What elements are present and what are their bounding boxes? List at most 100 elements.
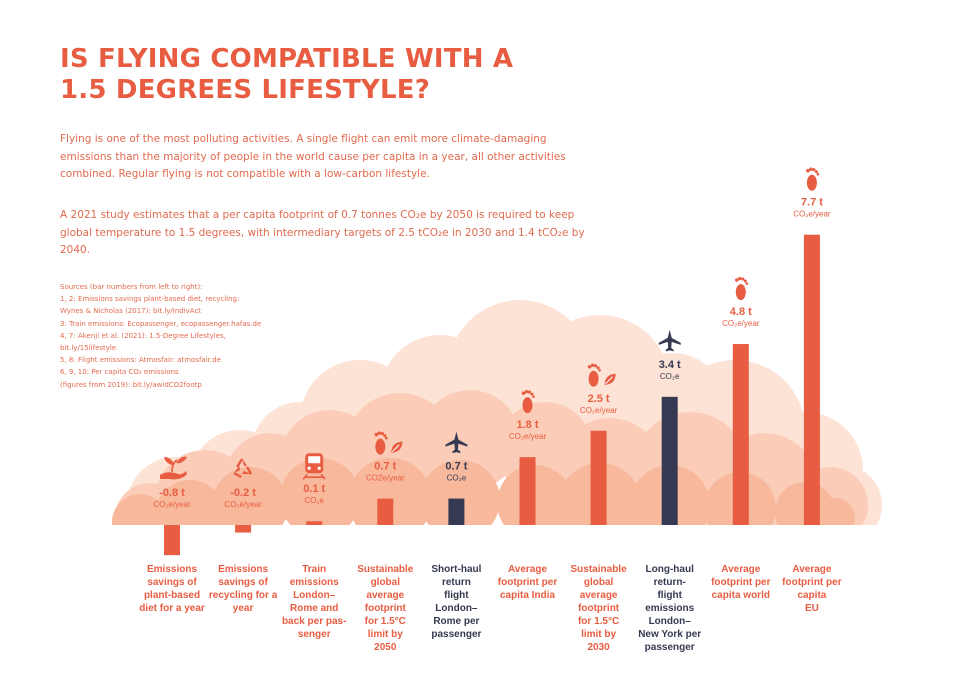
bar xyxy=(732,344,749,525)
bar xyxy=(235,525,252,533)
bar xyxy=(377,498,394,525)
category-label-line: London– xyxy=(649,616,692,627)
category-label-line: footprint per xyxy=(711,577,771,588)
category-label-line: 2050 xyxy=(374,642,397,653)
category-label-line: emissions xyxy=(645,603,694,614)
bar-value-label: 0.7 t xyxy=(445,461,467,473)
bar xyxy=(448,498,465,525)
category-label-line: EU xyxy=(805,603,819,614)
title-line: IS FLYING COMPATIBLE WITH A xyxy=(60,44,514,74)
title-line: 1.5 DEGREES LIFESTYLE? xyxy=(60,75,430,105)
bar-unit-label: CO₂e/year xyxy=(722,319,760,328)
category-label-line: Sustainable xyxy=(571,564,628,575)
paragraph-line: 2040. xyxy=(60,244,91,256)
category-label-line: Train xyxy=(302,564,326,575)
category-label-line: London– xyxy=(293,590,336,601)
bar-unit-label: CO₂e/year xyxy=(580,406,618,415)
category-label-line: capita India xyxy=(500,590,555,601)
category-label-line: limit by xyxy=(581,629,616,640)
paragraph-line: Flying is one of the most polluting acti… xyxy=(60,133,547,145)
category-label-line: Emissions xyxy=(147,564,197,575)
bar-value-label: -0.2 t xyxy=(230,487,256,499)
category-label-line: passenger xyxy=(431,629,481,640)
category-label-line: limit by xyxy=(368,629,403,640)
bar-value-label: 3.4 t xyxy=(659,359,681,371)
train-icon xyxy=(302,453,326,480)
category-label-line: senger xyxy=(298,629,331,640)
category-label-line: passenger xyxy=(645,642,695,653)
category-label-line: Long-haul xyxy=(646,564,695,575)
category-label-line: average xyxy=(366,590,404,601)
category-label-line: Rome per xyxy=(433,616,479,627)
category-label-line: savings of xyxy=(147,577,197,588)
bar-value-label: 0.7 t xyxy=(374,461,396,473)
category-label-line: footprint per xyxy=(782,577,842,588)
category-label-line: London– xyxy=(435,603,478,614)
bar-unit-label: CO₂e/year xyxy=(793,210,831,219)
bar-value-label: 1.8 t xyxy=(516,419,538,431)
category-label-line: Emissions xyxy=(218,564,268,575)
bar-value-label: 2.5 t xyxy=(588,393,610,405)
category-label-line: return xyxy=(442,577,471,588)
bar-value-label: 0.1 t xyxy=(303,483,325,495)
category-label-line: Average xyxy=(721,564,761,575)
recycle-icon xyxy=(233,458,253,479)
bar-unit-label: CO₂e/year xyxy=(153,500,191,509)
bar xyxy=(164,525,180,556)
bar-unit-label: CO₂e/year xyxy=(509,432,547,441)
bar-unit-label: CO₂e xyxy=(447,474,467,483)
bar xyxy=(661,396,678,525)
intro-paragraph-1: Flying is one of the most polluting acti… xyxy=(60,131,566,184)
footprint-icon xyxy=(521,389,535,414)
category-label-line: Average xyxy=(792,564,832,575)
category-label-line: for 1.5°C xyxy=(578,616,619,627)
bar-value-label: -0.8 t xyxy=(159,487,185,499)
source-line: (figures from 2019): bit.ly/awidCO2footp xyxy=(60,380,202,389)
source-line: 1, 2: Emissions savings plant-based diet… xyxy=(60,295,240,304)
category-label-line: Short-haul xyxy=(431,564,481,575)
category-label-line: savings of xyxy=(218,577,268,588)
category-label-line: back per pas- xyxy=(282,616,346,627)
category-label-line: plant-based xyxy=(144,590,200,601)
source-line: Sources (bar numbers from left to right)… xyxy=(60,283,203,291)
footprint-leaf-icon xyxy=(374,431,403,455)
category-label-line: footprint xyxy=(365,603,407,614)
source-line: 6, 9, 10: Per capita CO₂ emissions xyxy=(60,368,179,377)
bar xyxy=(590,430,607,525)
category-label-line: Sustainable xyxy=(357,564,414,575)
category-label-line: return- xyxy=(654,577,686,588)
source-line: 5, 8: Flight emissions: Atmosfair: atmos… xyxy=(60,356,221,365)
intro-paragraph-2: A 2021 study estimates that a per capita… xyxy=(60,207,585,260)
paragraph-line: A 2021 study estimates that a per capita… xyxy=(60,209,575,221)
paragraph-line: combined. Regular flying is not compatib… xyxy=(60,168,430,180)
category-label-line: capita xyxy=(797,590,826,601)
source-line: Wynes & Nicholas (2017): bit.ly/IndivAct xyxy=(60,307,202,316)
bar-unit-label: CO₂e xyxy=(304,496,324,505)
category-label-line: footprint xyxy=(578,603,620,614)
category-label-line: flight xyxy=(444,590,469,601)
source-line: bit.ly/15lifestyle xyxy=(60,344,117,353)
category-label-line: emissions xyxy=(290,577,339,588)
bar-value-label: 4.8 t xyxy=(730,306,752,318)
category-label-line: global xyxy=(371,577,401,588)
category-label-line: year xyxy=(233,603,254,614)
bar xyxy=(306,521,323,525)
cloud-mask xyxy=(100,525,880,625)
sources-note: Sources (bar numbers from left to right)… xyxy=(60,281,320,391)
category-label-line: New York per xyxy=(638,629,701,640)
footprint-icon xyxy=(806,167,820,191)
category-label-line: flight xyxy=(657,590,682,601)
bar xyxy=(519,457,536,525)
paragraph-line: emissions than the majority of people in… xyxy=(60,150,566,163)
category-label-line: Rome and xyxy=(290,603,338,614)
category-label-line: for 1.5°C xyxy=(365,616,406,627)
hand-plant-icon xyxy=(160,456,187,480)
category-label-line: 2030 xyxy=(587,642,610,653)
bar-unit-label: CO2e/year xyxy=(366,474,405,483)
page-title: IS FLYING COMPATIBLE WITH A 1.5 DEGREES … xyxy=(60,44,620,106)
source-line: 4, 7: Akenji et al. (2021): 1.5-Degree L… xyxy=(60,331,226,340)
cloud-puff xyxy=(280,458,360,538)
category-label-line: footprint per xyxy=(498,577,558,588)
